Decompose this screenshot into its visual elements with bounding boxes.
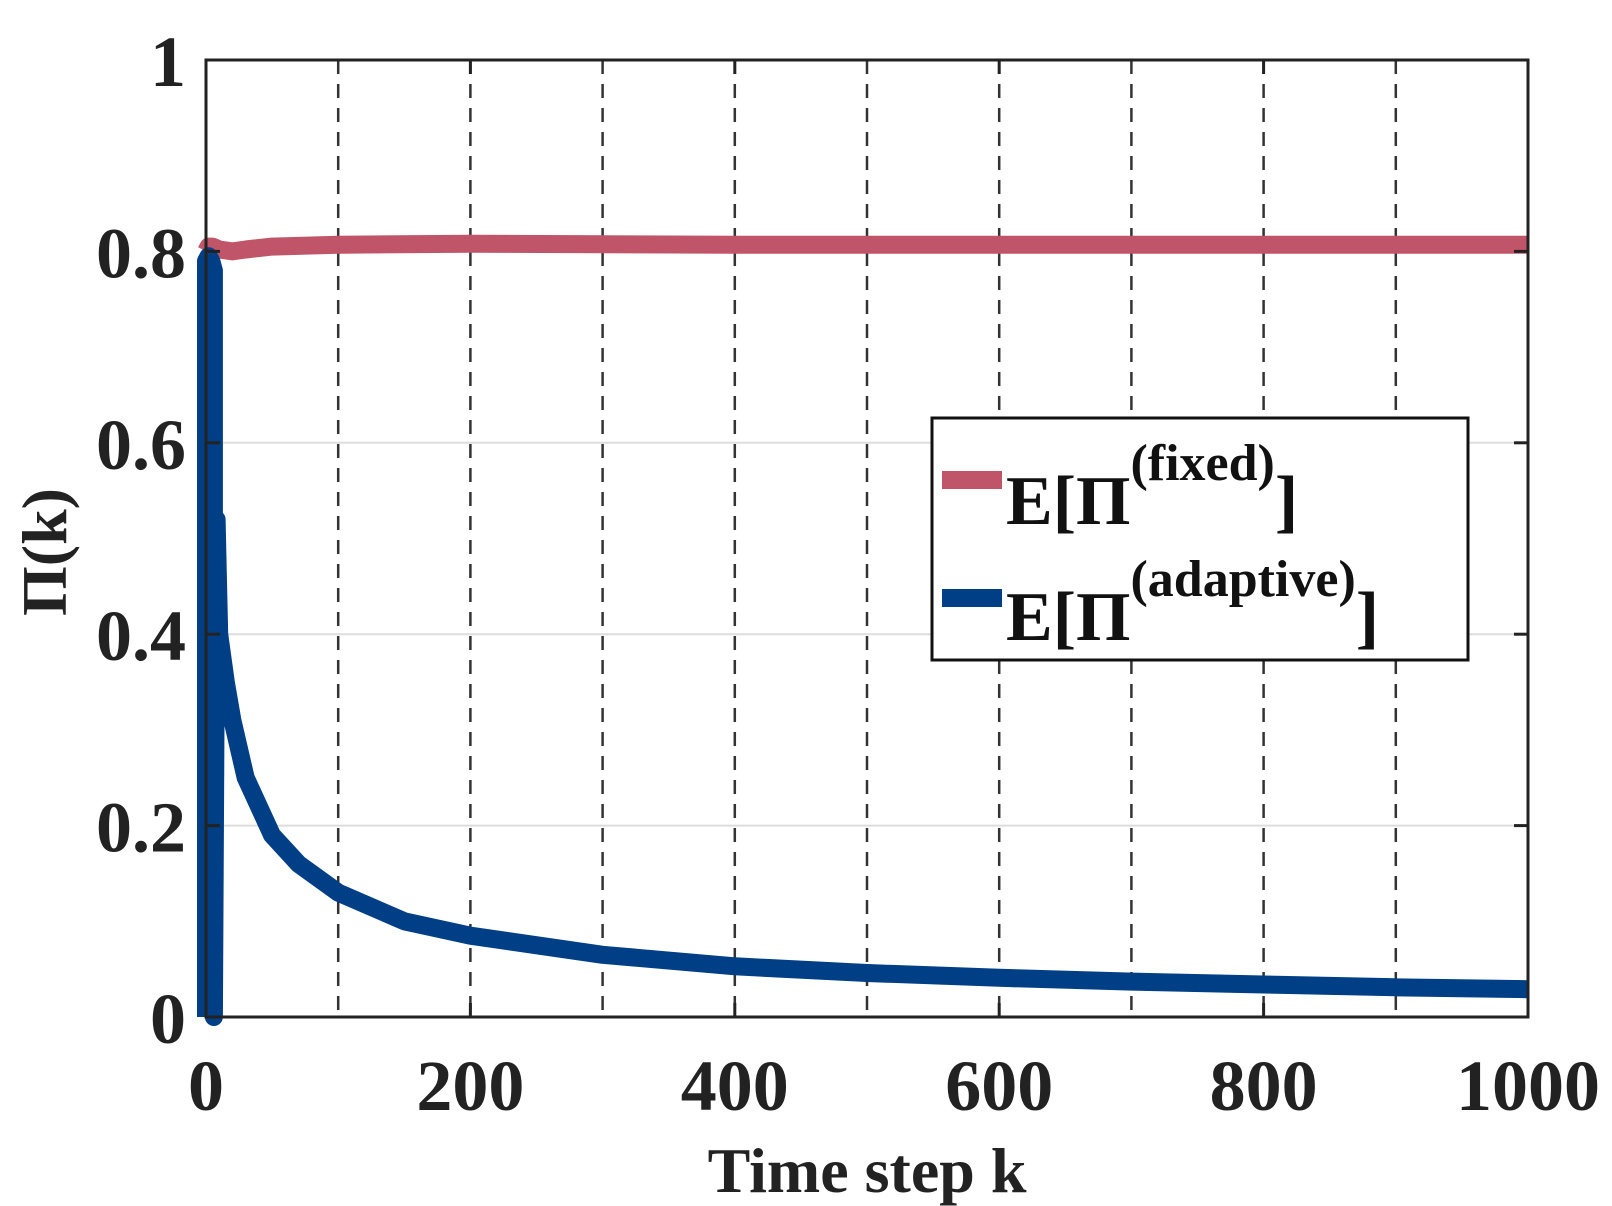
series-lines <box>197 234 1529 1026</box>
x-tick-label: 400 <box>681 1046 789 1126</box>
x-axis-label: Time step k <box>708 1135 1027 1206</box>
legend-box <box>930 416 1470 662</box>
y-tick-label: 0 <box>150 979 186 1059</box>
legend-label-fixed: E[Π(fixed)] <box>1006 435 1298 540</box>
x-tick-label: 200 <box>416 1046 524 1126</box>
y-tick-label: 0.6 <box>96 405 186 485</box>
axis-ticks: 0 200 400 600 800 1000 0 0.2 0.4 0.6 0.8 1 <box>96 22 1600 1126</box>
legend: E[Π(fixed)] E[Π(adaptive)] <box>930 416 1470 662</box>
y-axis-label: Π(k) <box>9 488 80 616</box>
legend-label-adaptive: E[Π(adaptive)] <box>1006 551 1379 656</box>
x-tick-label: 600 <box>945 1046 1053 1126</box>
series-line-adaptive <box>197 247 1529 1026</box>
x-tick-label: 800 <box>1210 1046 1318 1126</box>
y-tick-label: 0.4 <box>96 596 186 676</box>
series-line-fixed <box>198 234 1528 261</box>
x-tick-label: 1000 <box>1456 1046 1600 1126</box>
plot-frame <box>204 58 1530 1019</box>
y-tick-label: 0.8 <box>96 213 186 293</box>
y-tick-label: 1 <box>150 22 186 102</box>
x-tick-label: 0 <box>188 1046 224 1126</box>
y-tick-label: 0.2 <box>96 788 186 868</box>
